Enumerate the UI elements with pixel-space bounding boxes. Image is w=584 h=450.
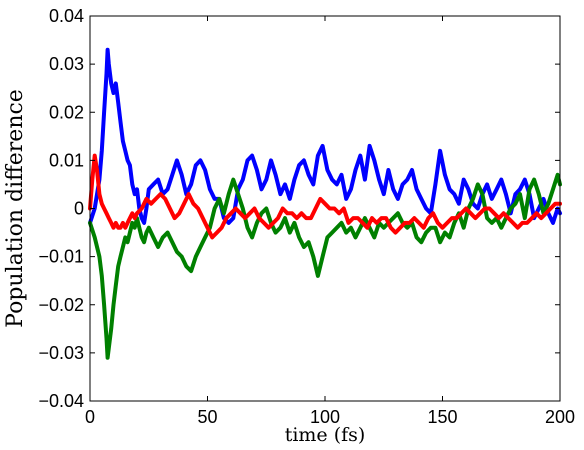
y-tick-label: 0.03	[49, 54, 84, 74]
y-tick-label: −0.03	[38, 343, 84, 363]
x-tick-label: 150	[427, 407, 457, 427]
series-line-3	[88, 153, 562, 240]
y-tick-label: 0.01	[49, 150, 84, 170]
x-axis-title: time (fs)	[285, 424, 366, 446]
x-tick-label: 50	[197, 407, 217, 427]
y-tick-label: −0.01	[38, 247, 84, 267]
y-tick-label: 0.02	[49, 102, 84, 122]
y-tick-label: −0.04	[38, 391, 84, 411]
y-tick-label: 0	[74, 199, 84, 219]
y-tick-label: 0.04	[49, 6, 84, 26]
x-tick-label: 0	[85, 407, 95, 427]
x-tick-label: 100	[310, 407, 340, 427]
y-axis-title: Population difference	[3, 89, 28, 328]
series-layer	[88, 47, 562, 360]
axes-layer: 0 50 100 150 200 −0.04 −0.03 −0.02 −0.01 0 0.01 0.0…	[38, 6, 575, 427]
series-line-2	[88, 172, 562, 360]
y-tick-label: −0.02	[38, 295, 84, 315]
series-line-1	[88, 47, 562, 225]
x-tick-label: 200	[545, 407, 575, 427]
